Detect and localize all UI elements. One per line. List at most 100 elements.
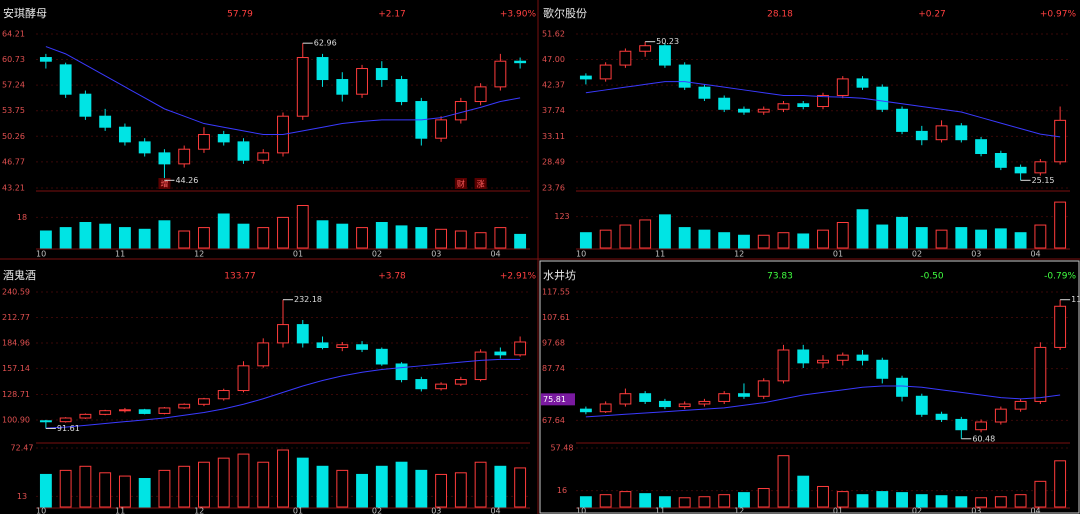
candle-body (454, 379, 467, 385)
candle-body (217, 390, 230, 400)
candle-body (474, 351, 487, 381)
volume-bar (599, 494, 612, 508)
volume-bar (296, 205, 309, 249)
candle-body (876, 86, 889, 110)
volume-bar (494, 465, 507, 508)
volume-bar (955, 227, 968, 249)
candle-body (678, 403, 691, 408)
candle-body (435, 119, 448, 139)
moving-average (585, 385, 1061, 418)
candle-body (277, 324, 289, 344)
candle-body (316, 342, 329, 348)
y-tick-label: 47.00 (542, 55, 565, 64)
volume-bar (415, 469, 428, 508)
y-tick-label: 117.55 (542, 288, 570, 297)
candle-body (797, 103, 810, 108)
candle-body (454, 101, 467, 121)
candle-body (718, 393, 731, 402)
candle-body (59, 64, 72, 95)
candle-body (817, 359, 829, 364)
x-tick-label: 01 (833, 507, 843, 514)
candle-body (994, 153, 1007, 168)
candle-body (375, 348, 388, 365)
volume-bar (1034, 224, 1047, 249)
volume-bar (797, 233, 810, 249)
volume-bar (178, 230, 191, 249)
active-panel-frame (539, 260, 1080, 514)
volume-tick-label: 18 (17, 213, 27, 222)
candle-body (1014, 166, 1027, 174)
x-tick-label: 12 (194, 507, 204, 514)
volume-bar (277, 216, 289, 249)
x-tick-label: 11 (115, 250, 125, 259)
volume-bar (474, 232, 487, 249)
y-tick-label: 87.74 (542, 364, 565, 373)
candle-body (257, 342, 270, 367)
moving-average (45, 46, 521, 136)
volume-bar (876, 224, 889, 249)
change: +3.78 (378, 272, 406, 282)
candle-body (79, 413, 92, 419)
volume-bar (1014, 494, 1027, 508)
stock-name: 歌尔股份 (543, 6, 587, 20)
volume-bar (994, 496, 1007, 508)
x-tick-label: 04 (1030, 250, 1040, 259)
volume-bar (738, 492, 750, 508)
moving-average (585, 81, 1061, 138)
volume-bar (217, 457, 230, 508)
change-pct: -0.79% (1044, 272, 1076, 282)
volume-bar (237, 223, 250, 249)
candle-body (1054, 305, 1067, 348)
volume-bar (856, 494, 869, 508)
candle-body (639, 45, 652, 52)
candle-body (375, 68, 388, 81)
candle-body (599, 64, 612, 80)
volume-bar (658, 496, 671, 508)
y-tick-label: 184.96 (2, 338, 30, 347)
price-cursor-label: 75.81 (543, 395, 566, 404)
change-pct: +0.97% (1040, 10, 1077, 20)
stock-name: 酒鬼酒 (3, 268, 36, 282)
candle-body (356, 344, 368, 350)
volume-bar (639, 493, 652, 508)
volume-bar (757, 234, 770, 249)
volume-bar (395, 225, 408, 249)
candle-body (619, 50, 632, 66)
candle-body (237, 365, 250, 392)
x-tick-label: 01 (293, 250, 303, 259)
price: 73.83 (767, 272, 793, 282)
x-tick-label: 03 (431, 507, 441, 514)
candle-body (698, 400, 711, 405)
x-tick-label: 10 (576, 250, 586, 259)
candle-body (698, 86, 711, 99)
x-tick-label: 02 (372, 507, 382, 514)
y-tick-label: 43.21 (2, 184, 25, 193)
volume-bar (257, 227, 270, 249)
low-label: 60.48 (972, 434, 995, 443)
volume-bar (277, 449, 289, 508)
low-label: 25.15 (1032, 176, 1055, 185)
x-tick-label: 10 (576, 507, 586, 514)
candle-body (639, 393, 652, 402)
volume-bar (296, 457, 309, 508)
volume-bar (876, 491, 889, 508)
candle-body (395, 363, 408, 381)
x-tick-label: 04 (490, 507, 500, 514)
candle-body (975, 421, 988, 431)
candle-body (514, 60, 527, 64)
volume-bar (39, 473, 52, 508)
volume-bar (599, 229, 612, 249)
volume-bar (797, 475, 810, 508)
volume-bar (975, 229, 988, 249)
volume-bar (836, 222, 849, 249)
volume-bar (698, 229, 711, 249)
candle-body (836, 354, 849, 361)
change: -0.50 (920, 272, 944, 282)
volume-bar (316, 465, 329, 508)
volume-bar (619, 491, 632, 508)
candle-body (435, 383, 448, 390)
candle-body (59, 417, 72, 423)
candle-body (836, 78, 849, 96)
stock-name: 安琪酵母 (3, 6, 47, 20)
